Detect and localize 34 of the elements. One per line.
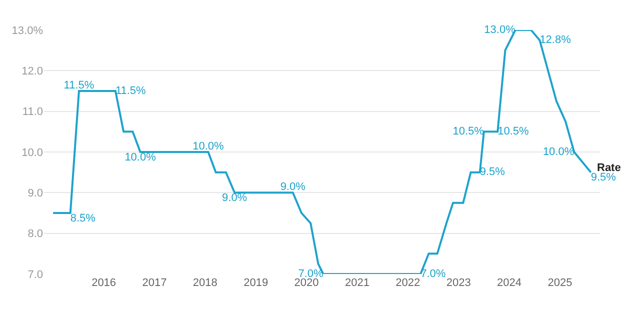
data-label: 8.5%: [70, 212, 96, 224]
data-label: 12.8%: [540, 34, 572, 46]
data-label: 7.0%: [420, 268, 446, 280]
x-tick-label: 2024: [497, 277, 522, 289]
series-label: Rate: [597, 162, 621, 174]
y-tick-label: 13.0%: [12, 24, 44, 37]
data-label: 9.0%: [222, 192, 248, 204]
x-tick-label: 2017: [142, 277, 167, 289]
x-tick-label: 2023: [446, 277, 471, 289]
y-tick-label: 7.0: [28, 268, 43, 281]
data-label: 9.5%: [590, 172, 616, 184]
data-label: 10.5%: [498, 125, 530, 138]
y-tick-label: 12.0: [22, 66, 43, 78]
data-label: 11.5%: [64, 79, 94, 92]
x-tick-label: 2016: [92, 277, 116, 289]
x-tick-label: 2022: [396, 277, 420, 289]
data-label: 10.5%: [452, 125, 484, 138]
data-label: 7.0%: [298, 268, 324, 280]
data-label: 9.0%: [280, 180, 306, 193]
x-tick-label: 2019: [244, 277, 268, 289]
data-label: 10.0%: [124, 151, 156, 164]
x-tick-label: 2021: [344, 277, 370, 289]
y-tick-label: 8.0: [28, 228, 43, 240]
y-tick-label: 10.0: [22, 146, 43, 159]
x-tick-label: 2018: [192, 277, 218, 289]
x-tick-label: 2025: [548, 277, 572, 289]
data-label: 10.0%: [542, 146, 574, 158]
x-tick-label: 2020: [294, 277, 319, 289]
data-label: 11.5%: [115, 84, 146, 97]
data-label: 9.5%: [480, 166, 506, 178]
data-label: 13.0%: [484, 24, 516, 36]
data-label: 10.0%: [192, 140, 224, 152]
y-tick-label: 9.0: [28, 188, 43, 200]
y-tick-label: 11.0: [22, 106, 43, 118]
